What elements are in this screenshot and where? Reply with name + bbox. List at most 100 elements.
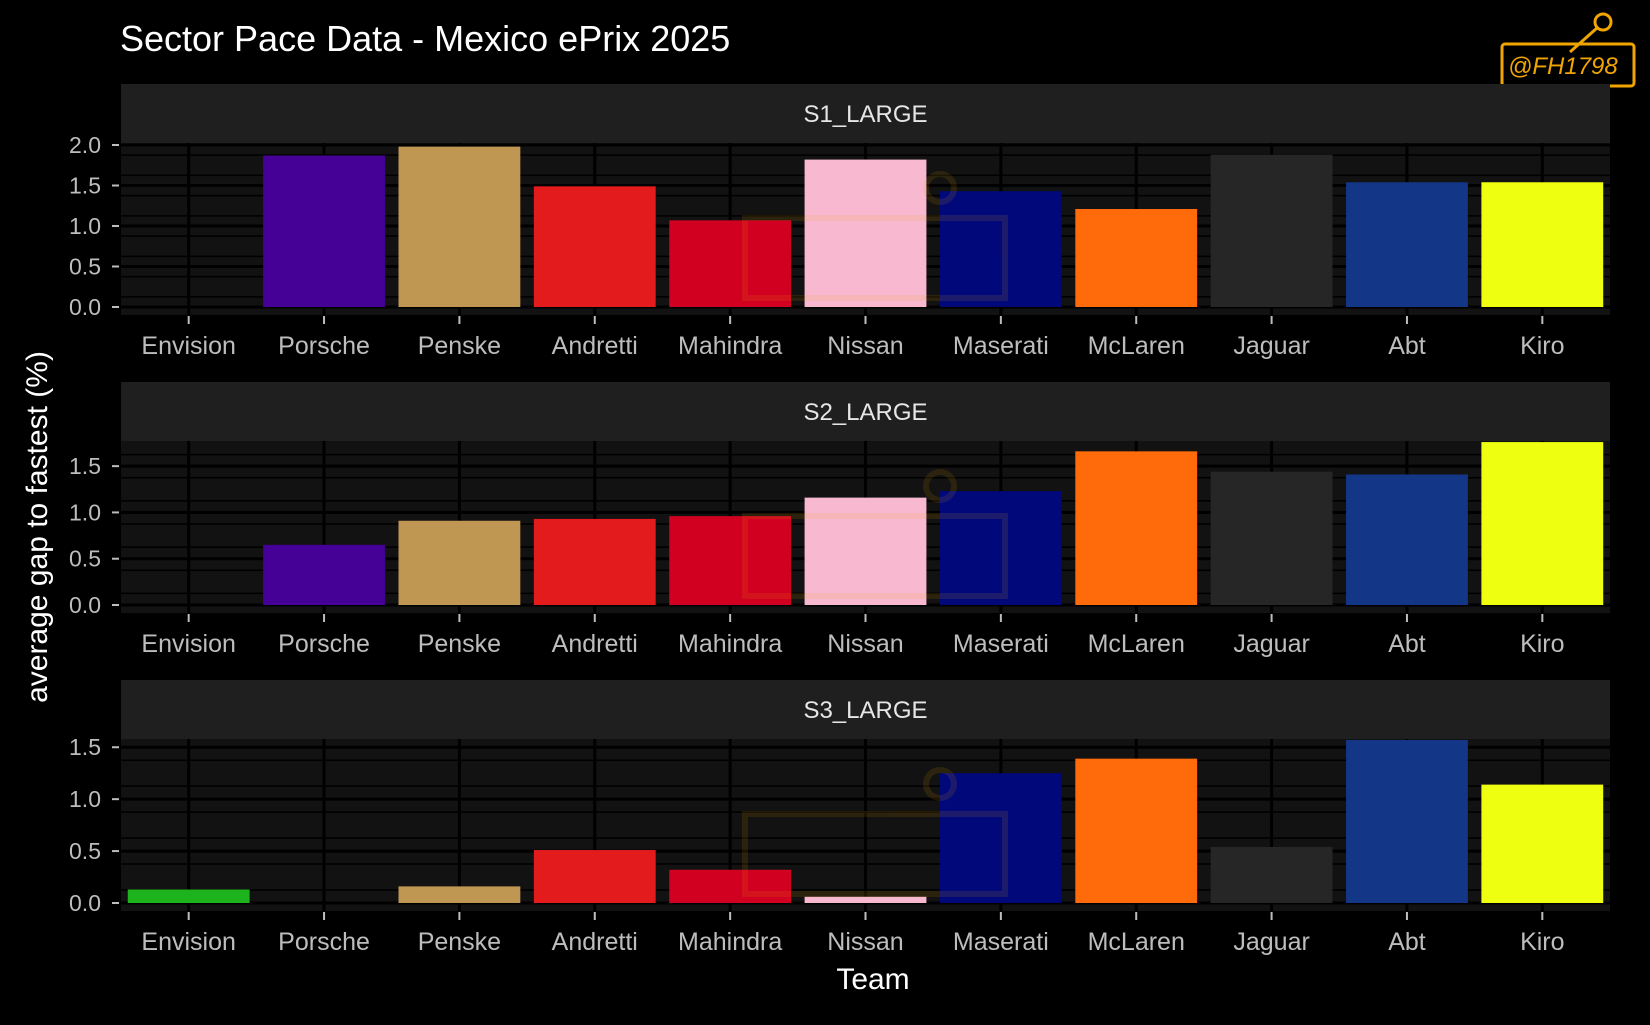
bar-mahindra — [669, 869, 792, 903]
chart-title: Sector Pace Data - Mexico ePrix 2025 — [120, 18, 730, 59]
x-tick-label: Jaguar — [1233, 630, 1309, 658]
bar-kiro — [1481, 784, 1604, 903]
bar-andretti — [533, 518, 656, 605]
x-tick-label: Kiro — [1520, 332, 1564, 360]
bar-andretti — [533, 850, 656, 903]
x-tick-label: Nissan — [827, 332, 903, 360]
bar-jaguar — [1210, 154, 1333, 307]
y-tick-label: 1.5 — [69, 453, 101, 479]
x-tick-label: Penske — [418, 630, 501, 658]
panel-watermark-key — [923, 171, 957, 205]
bar-mclaren — [1075, 208, 1198, 307]
facet-panel-3: S3_LARGE 0.0 0.5 1.0 1.5 Envision Porsche Pensk… — [69, 680, 1610, 956]
x-tick-label: Envision — [141, 928, 236, 956]
x-tick-label: Maserati — [953, 928, 1049, 956]
x-tick-label: Maserati — [953, 332, 1049, 360]
facet-strip — [121, 680, 1610, 739]
x-tick-label: Penske — [418, 928, 501, 956]
y-tick-label: 1.0 — [69, 499, 101, 525]
bar-mahindra — [669, 516, 792, 605]
x-tick-label: Kiro — [1520, 928, 1564, 956]
bar-mahindra — [669, 220, 792, 307]
x-tick-label: Envision — [141, 332, 236, 360]
x-tick-label: Nissan — [827, 630, 903, 658]
facet-panel-2: S2_LARGE 0.0 0.5 1.0 1.5 Envision Porsche Pensk… — [69, 382, 1610, 658]
x-tick-label: McLaren — [1088, 928, 1185, 956]
bar-nissan — [804, 497, 927, 605]
x-tick-label: Envision — [141, 630, 236, 658]
y-tick-label: 0.5 — [69, 838, 101, 864]
y-tick-label: 1.5 — [69, 173, 101, 199]
bar-andretti — [533, 186, 656, 307]
bar-nissan — [804, 896, 927, 903]
x-axis-title: Team — [836, 963, 909, 996]
y-tick-label: 2.0 — [69, 132, 101, 158]
facet-strip — [121, 382, 1610, 441]
y-tick-label: 1.0 — [69, 213, 101, 239]
bar-abt — [1346, 739, 1468, 903]
bar-kiro — [1481, 442, 1604, 605]
bar-jaguar — [1210, 471, 1333, 605]
bar-penske — [398, 886, 521, 903]
panels-group: S1_LARGE 0.0 0.5 1.0 1.5 2.0 Envision Porsche Pe… — [69, 84, 1610, 956]
panel-watermark-box — [742, 513, 1008, 599]
x-tick-label: McLaren — [1088, 332, 1185, 360]
x-tick-label: Porsche — [278, 630, 370, 658]
bar-penske — [398, 520, 521, 605]
x-tick-label: Abt — [1388, 630, 1426, 658]
y-tick-label: 1.5 — [69, 734, 101, 760]
x-tick-label: Abt — [1388, 928, 1426, 956]
facet-panel-1: S1_LARGE 0.0 0.5 1.0 1.5 2.0 Envision Porsche Pe… — [69, 84, 1610, 360]
panel-watermark-key — [923, 767, 957, 801]
bar-jaguar — [1210, 846, 1333, 903]
x-tick-label: Jaguar — [1233, 332, 1309, 360]
panel-watermark-box — [742, 215, 1008, 301]
bar-kiro — [1481, 182, 1604, 307]
bar-nissan — [804, 159, 927, 307]
y-tick-label: 0.5 — [69, 254, 101, 280]
panel-watermark-key — [923, 469, 957, 503]
y-tick-label: 0.0 — [69, 592, 101, 618]
svg-text:@FH1798: @FH1798 — [1508, 53, 1618, 80]
bar-abt — [1346, 474, 1468, 605]
panel-watermark — [742, 171, 1008, 301]
panel-watermark-box — [742, 811, 1008, 897]
bar-porsche — [263, 155, 385, 307]
facet-strip-label: S1_LARGE — [803, 101, 927, 128]
x-tick-label: Andretti — [552, 928, 638, 956]
panel-watermark — [742, 469, 1008, 599]
y-tick-label: 0.0 — [69, 890, 101, 916]
x-tick-label: Kiro — [1520, 630, 1564, 658]
bar-abt — [1346, 182, 1468, 307]
x-tick-label: Porsche — [278, 332, 370, 360]
bar-mclaren — [1075, 758, 1198, 903]
x-tick-label: Maserati — [953, 630, 1049, 658]
panel-watermark — [742, 767, 1008, 897]
bar-mclaren — [1075, 451, 1198, 605]
x-tick-label: Porsche — [278, 928, 370, 956]
bar-maserati — [939, 773, 1062, 903]
x-tick-label: Mahindra — [678, 928, 782, 956]
x-tick-label: Abt — [1388, 332, 1426, 360]
x-tick-label: McLaren — [1088, 630, 1185, 658]
x-tick-label: Jaguar — [1233, 928, 1309, 956]
x-tick-label: Andretti — [552, 630, 638, 658]
x-tick-label: Andretti — [552, 332, 638, 360]
bar-penske — [398, 146, 521, 307]
y-tick-label: 1.0 — [69, 786, 101, 812]
y-tick-label: 0.5 — [69, 546, 101, 572]
facet-strip — [121, 84, 1610, 143]
bar-envision — [127, 889, 250, 903]
bar-maserati — [939, 491, 1062, 605]
bar-maserati — [939, 191, 1062, 307]
x-tick-label: Nissan — [827, 928, 903, 956]
y-tick-label: 0.0 — [69, 294, 101, 320]
facet-strip-label: S2_LARGE — [803, 399, 927, 426]
x-tick-label: Mahindra — [678, 332, 782, 360]
bar-porsche — [263, 544, 385, 605]
y-axis-title: average gap to fastest (%) — [21, 351, 54, 703]
facet-strip-label: S3_LARGE — [803, 697, 927, 724]
x-tick-label: Mahindra — [678, 630, 782, 658]
